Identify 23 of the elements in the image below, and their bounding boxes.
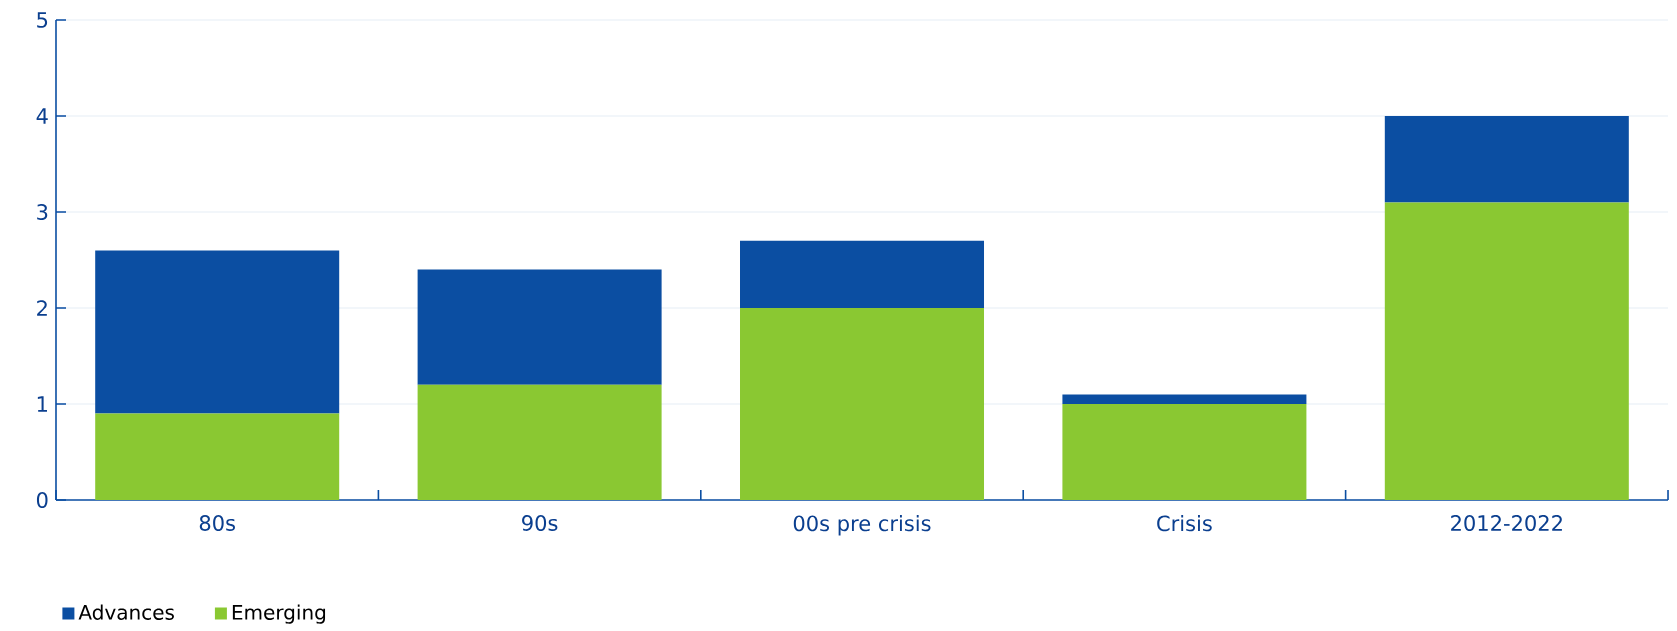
legend-label: Emerging [232, 604, 326, 624]
bar [1384, 202, 1629, 501]
x-tick-label: 00s pre crisis [793, 515, 931, 536]
y-tick-label: 3 [37, 204, 48, 221]
bar [1062, 394, 1307, 405]
bar [95, 413, 340, 501]
x-tick-label: 2012-2022 [1451, 515, 1562, 532]
x-tick-label: 80s [199, 515, 235, 532]
bar [95, 250, 340, 414]
bar [1384, 116, 1629, 203]
y-tick-label: 2 [37, 300, 47, 316]
bar [1062, 404, 1307, 501]
bar [417, 269, 662, 386]
x-tick-label: Crisis [1157, 515, 1212, 532]
y-tick-label: 1 [37, 396, 47, 412]
y-tick-label: 4 [36, 108, 48, 124]
y-tick-label: 0 [36, 492, 48, 509]
legend-label: Advances [78, 604, 174, 621]
x-tick-label: 90s [522, 515, 558, 532]
y-tick-label: 5 [37, 12, 48, 28]
bar [740, 308, 985, 501]
bar [740, 241, 985, 309]
bar [417, 385, 662, 501]
